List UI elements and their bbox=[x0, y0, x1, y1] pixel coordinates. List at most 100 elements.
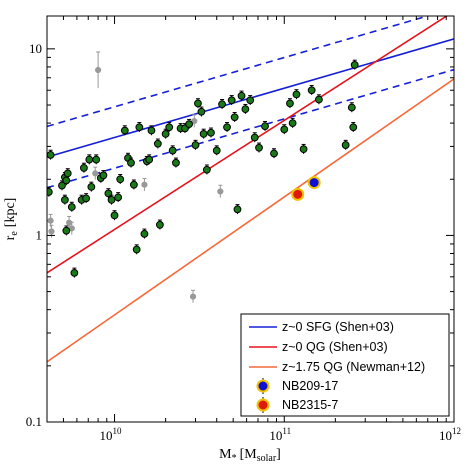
green-point bbox=[82, 193, 91, 204]
point-marker bbox=[110, 211, 119, 220]
green-point bbox=[261, 120, 269, 131]
green-point bbox=[47, 149, 55, 160]
point-marker bbox=[145, 155, 154, 164]
green-point bbox=[172, 157, 180, 168]
point-marker bbox=[191, 117, 198, 125]
green-point bbox=[61, 194, 69, 205]
grey-point bbox=[94, 51, 102, 89]
green-point bbox=[350, 59, 359, 70]
green-point bbox=[223, 122, 231, 132]
point-marker bbox=[94, 66, 102, 74]
green-point bbox=[165, 122, 174, 132]
point-marker bbox=[67, 203, 76, 211]
point-marker bbox=[212, 146, 221, 155]
grey-point bbox=[47, 213, 54, 227]
legend-swatch-marker bbox=[256, 398, 270, 412]
green-point bbox=[255, 142, 263, 153]
point-marker bbox=[47, 217, 54, 224]
grey-point bbox=[189, 289, 197, 303]
green-point bbox=[237, 90, 246, 101]
point-marker bbox=[270, 149, 278, 158]
point-marker bbox=[161, 130, 170, 138]
green-point bbox=[140, 228, 149, 239]
point-marker bbox=[202, 165, 211, 174]
green-point bbox=[286, 98, 294, 109]
green-point bbox=[299, 143, 308, 154]
grey-point bbox=[66, 215, 73, 229]
point-marker bbox=[292, 90, 301, 99]
green-point bbox=[110, 210, 119, 221]
green-point bbox=[147, 125, 156, 136]
point-marker bbox=[250, 133, 259, 142]
legend-item: z~0 SFG (Shen+03) bbox=[249, 320, 394, 334]
point-marker bbox=[61, 196, 69, 204]
green-point bbox=[153, 138, 162, 149]
point-marker bbox=[99, 171, 108, 180]
point-marker bbox=[132, 245, 141, 254]
point-marker bbox=[92, 155, 101, 164]
x-tick-label: 1010 bbox=[100, 426, 123, 443]
point-marker bbox=[120, 126, 129, 135]
legend-label: NB209-17 bbox=[282, 379, 338, 393]
legend-swatch-marker bbox=[256, 379, 270, 393]
point-marker bbox=[194, 99, 202, 108]
legend-item: NB2315-7 bbox=[256, 397, 338, 413]
point-marker bbox=[255, 143, 263, 152]
green-point bbox=[161, 128, 170, 139]
x-axis-title-sub: * bbox=[232, 453, 237, 464]
x-tick-label: 1012 bbox=[439, 426, 461, 443]
y-axis-title-main: r bbox=[3, 235, 18, 240]
green-point bbox=[246, 95, 255, 106]
green-point bbox=[280, 124, 289, 135]
point-marker bbox=[207, 128, 215, 137]
point-marker bbox=[114, 193, 123, 202]
x-axis-title-unit-sub: solar bbox=[257, 453, 277, 464]
green-point bbox=[185, 118, 194, 129]
point-marker bbox=[347, 103, 356, 112]
legend: z~0 SFG (Shen+03) z~0 QG (Shen+03) z~1.75 … bbox=[240, 313, 450, 417]
green-point bbox=[218, 98, 226, 109]
point-marker bbox=[127, 158, 135, 167]
green-point bbox=[197, 106, 206, 117]
point-marker bbox=[350, 61, 359, 69]
legend-item: z~0 QG (Shen+03) bbox=[249, 340, 388, 354]
x-tick-exponent: 11 bbox=[282, 426, 291, 436]
x-tick-base: 10 bbox=[439, 428, 452, 443]
x-axis-title-unit-open: [M bbox=[240, 447, 258, 462]
point-marker bbox=[199, 130, 208, 138]
point-marker bbox=[58, 181, 66, 190]
x-tick-exponent: 12 bbox=[452, 426, 461, 436]
green-point bbox=[63, 168, 72, 179]
y-axis-title-sub: e bbox=[9, 231, 20, 236]
point-marker bbox=[47, 188, 53, 196]
green-point bbox=[207, 127, 215, 138]
legend-item: z~1.75 QG (Newman+12) bbox=[249, 360, 425, 374]
green-point bbox=[315, 94, 323, 105]
point-marker bbox=[155, 220, 164, 229]
point-marker bbox=[70, 268, 79, 277]
highlight-nb209-17 bbox=[307, 176, 321, 190]
x-tick-labels: 1010 1011 1012 bbox=[100, 426, 461, 443]
green-point bbox=[129, 179, 138, 190]
point-marker bbox=[286, 99, 294, 108]
point-marker bbox=[172, 158, 180, 167]
point-marker bbox=[147, 126, 156, 135]
green-point bbox=[145, 154, 154, 165]
green-point bbox=[241, 103, 250, 114]
green-point bbox=[191, 139, 200, 150]
point-marker bbox=[107, 196, 116, 204]
green-point bbox=[230, 112, 239, 122]
grey-point bbox=[141, 177, 148, 191]
green-point bbox=[270, 148, 278, 159]
legend-label: NB2315-7 bbox=[282, 398, 338, 412]
legend-item: NB209-17 bbox=[256, 378, 338, 394]
data-points bbox=[47, 51, 359, 303]
green-point bbox=[341, 139, 350, 150]
point-marker bbox=[223, 123, 231, 132]
green-point bbox=[87, 181, 96, 192]
point-marker bbox=[217, 188, 224, 195]
green-point bbox=[120, 125, 129, 136]
green-point bbox=[85, 154, 94, 165]
point-marker bbox=[92, 170, 99, 177]
